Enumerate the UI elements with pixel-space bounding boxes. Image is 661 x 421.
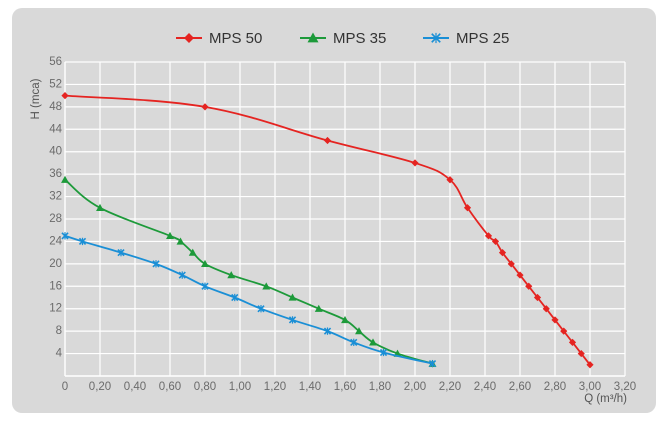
data-point-mps-50 xyxy=(577,349,585,358)
series-mps-35 xyxy=(61,175,437,367)
data-point-mps-35 xyxy=(369,338,377,346)
data-point-mps-35 xyxy=(314,304,323,312)
data-point-mps-25 xyxy=(152,260,160,268)
series-mps-50 xyxy=(61,92,594,369)
series xyxy=(61,92,594,369)
x-tick-label: 1,20 xyxy=(264,381,286,393)
data-point-mps-50 xyxy=(411,159,419,167)
y-tick-label: 24 xyxy=(49,235,62,247)
x-tick-label: 2,40 xyxy=(474,381,496,393)
legend-marker xyxy=(431,32,441,44)
data-point-mps-35 xyxy=(96,203,104,211)
data-point-mps-25 xyxy=(428,359,437,368)
data-point-mps-25 xyxy=(231,293,239,302)
legend-label: MPS 35 xyxy=(333,30,386,47)
chart-panel xyxy=(12,8,656,413)
data-point-mps-25 xyxy=(201,282,209,290)
data-point-mps-50 xyxy=(61,92,69,100)
data-point-mps-50 xyxy=(323,136,332,145)
data-point-mps-25 xyxy=(61,232,69,240)
y-tick-label: 32 xyxy=(49,191,62,203)
data-point-mps-50 xyxy=(507,260,515,268)
legend-label: MPS 50 xyxy=(209,30,262,47)
x-tick-label: 1,60 xyxy=(334,381,356,393)
data-point-mps-35 xyxy=(288,293,297,301)
y-tick-label: 44 xyxy=(49,123,62,135)
x-tick-label: 1,00 xyxy=(229,381,251,393)
data-point-mps-25 xyxy=(78,237,87,246)
x-tick-label: 2,00 xyxy=(404,381,426,393)
data-point-mps-50 xyxy=(484,232,493,240)
y-tick-label: 28 xyxy=(49,213,62,225)
x-tick-label: 0,20 xyxy=(89,381,111,393)
y-tick-label: 8 xyxy=(56,325,62,337)
x-tick-label: 2,20 xyxy=(439,381,461,393)
data-point-mps-50 xyxy=(446,176,454,184)
x-tick-label: 1,80 xyxy=(369,381,391,393)
y-tick-label: 48 xyxy=(49,101,62,113)
y-tick-label: 52 xyxy=(49,78,62,90)
axes: 0 0,20 0,40 0,60 0,80 1,00 1,20 1,40 1,60 1,80 2,0… xyxy=(30,56,636,405)
data-point-mps-50 xyxy=(516,271,524,279)
data-point-mps-35 xyxy=(355,327,363,335)
y-tick-label: 12 xyxy=(49,303,62,315)
legend-marker xyxy=(307,32,319,43)
data-point-mps-25 xyxy=(257,305,265,313)
x-tick-label: 0,80 xyxy=(194,381,216,393)
legend-label: MPS 25 xyxy=(456,30,509,47)
data-point-mps-50 xyxy=(568,338,577,346)
legend-item-mps-50: MPS 50 xyxy=(176,30,262,47)
y-tick-label: 4 xyxy=(56,348,63,360)
legend-item-mps-35: MPS 35 xyxy=(300,30,386,47)
data-point-mps-35 xyxy=(166,231,174,239)
y-tick-label: 16 xyxy=(49,280,62,292)
series-mps-25 xyxy=(61,232,437,368)
x-tick-label: 2,60 xyxy=(509,381,531,393)
data-point-mps-25 xyxy=(117,248,125,257)
data-point-mps-25 xyxy=(288,316,297,324)
data-point-mps-50 xyxy=(586,361,594,369)
data-point-mps-35 xyxy=(188,248,197,256)
x-tick-label: 0,60 xyxy=(159,381,181,393)
y-tick-label: 20 xyxy=(49,258,62,270)
x-tick-label: 1,40 xyxy=(299,381,321,393)
legend-marker xyxy=(184,33,194,43)
data-point-mps-25 xyxy=(323,327,332,335)
x-tick-label: 0,40 xyxy=(124,381,146,393)
legend-item-mps-25: MPS 25 xyxy=(423,30,509,47)
data-point-mps-35 xyxy=(262,282,271,290)
data-point-mps-50 xyxy=(498,249,507,257)
data-point-mps-25 xyxy=(178,271,186,279)
x-tick-label: 3,00 xyxy=(579,381,601,393)
x-tick-label: 2,80 xyxy=(544,381,566,393)
x-tick-label: 0 xyxy=(62,381,68,393)
y-tick-label: 56 xyxy=(49,56,62,68)
data-point-mps-50 xyxy=(463,204,472,212)
legend: MPS 50 MPS 35 MPS 25 xyxy=(176,30,509,47)
data-point-mps-35 xyxy=(61,175,69,183)
data-point-mps-35 xyxy=(176,237,185,245)
y-axis-title: H (mca) xyxy=(30,78,42,119)
data-point-mps-50 xyxy=(525,282,533,290)
data-point-mps-35 xyxy=(227,271,236,279)
data-point-mps-50 xyxy=(491,237,500,246)
data-point-mps-50 xyxy=(542,305,550,313)
data-point-mps-50 xyxy=(560,327,568,335)
y-tick-label: 40 xyxy=(49,146,62,158)
data-point-mps-35 xyxy=(201,259,209,268)
data-point-mps-25 xyxy=(379,348,388,357)
data-point-mps-50 xyxy=(201,103,209,111)
x-axis-title: Q (m³/h) xyxy=(584,393,627,405)
data-point-mps-25 xyxy=(350,338,358,347)
y-tick-label: 36 xyxy=(49,168,62,180)
data-point-mps-35 xyxy=(341,315,349,324)
data-point-mps-50 xyxy=(551,316,559,324)
data-point-mps-50 xyxy=(533,293,542,302)
x-tick-label: 3,20 xyxy=(614,381,636,393)
grid xyxy=(65,61,626,376)
